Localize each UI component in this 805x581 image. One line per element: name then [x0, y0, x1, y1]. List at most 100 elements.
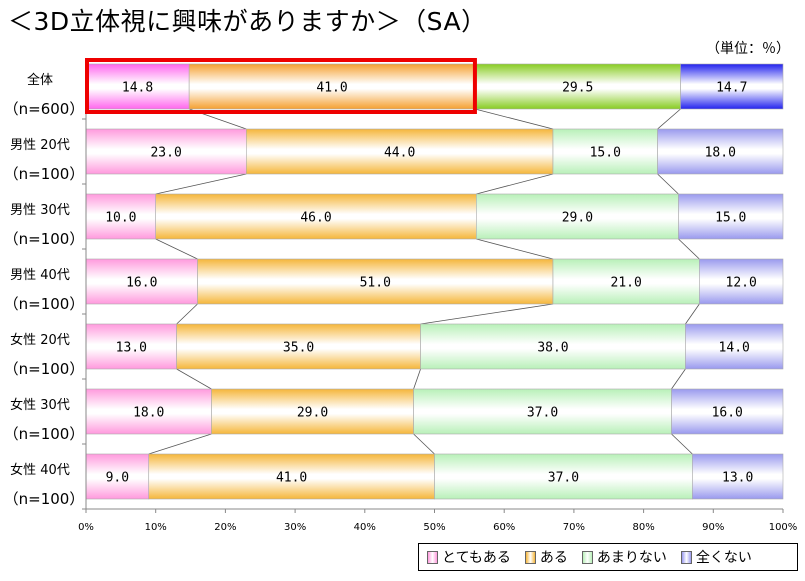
bar-segment-some — [246, 128, 554, 175]
connector-line — [678, 238, 700, 260]
connector-line — [420, 303, 554, 325]
highlight-box — [85, 58, 477, 114]
data-label: 13.0 — [116, 341, 147, 356]
data-label: 41.0 — [276, 471, 307, 486]
data-label: 15.0 — [715, 211, 746, 226]
category-n-label: （n=100） — [4, 490, 85, 508]
x-tick-label: 100% — [769, 522, 798, 533]
data-label: 9.0 — [106, 471, 129, 486]
category-label: 男性 20代 — [10, 138, 70, 153]
legend-swatch — [581, 550, 593, 564]
connector-line — [176, 368, 212, 390]
legend-label: あまりない — [596, 550, 667, 566]
bar-segment-some — [197, 258, 554, 305]
data-label: 21.0 — [611, 276, 642, 291]
bar-segment-some — [176, 323, 421, 370]
category-n-label: （n=100） — [4, 230, 85, 248]
data-label: 16.0 — [712, 406, 743, 421]
data-label: 37.0 — [548, 471, 579, 486]
legend-swatch — [680, 550, 692, 564]
data-label: 14.8 — [122, 81, 153, 96]
bar-segment-some — [155, 193, 477, 240]
unit-label: （単位：％） — [706, 41, 790, 57]
category-labels: 全体 （n=600） 男性 20代 （n=100） 男性 30代 （n=100） 男性 40… — [4, 72, 85, 508]
legend-swatch — [427, 550, 438, 564]
bar-segment-none — [699, 258, 784, 305]
category-label: 女性 40代 — [10, 462, 70, 478]
data-label: 29.0 — [297, 406, 328, 421]
x-tick-label: 0% — [78, 522, 94, 533]
category-label: 男性 40代 — [10, 268, 70, 283]
data-label: 13.0 — [722, 471, 753, 486]
category-n-label: （n=100） — [4, 295, 85, 313]
data-label: 51.0 — [360, 276, 391, 291]
legend-item-some: ある — [524, 547, 568, 567]
bar-segment-very — [85, 128, 247, 175]
bar-segment-very — [85, 323, 177, 370]
category-n-label: （n=100） — [4, 360, 85, 378]
legend-label: 全くない — [695, 550, 752, 566]
category-n-label: （n=600） — [4, 100, 85, 118]
series-connector-lines — [148, 108, 700, 455]
legend-item-none: 全くない — [680, 547, 752, 567]
category-n-label: （n=100） — [4, 425, 85, 443]
bar-segment-none — [692, 453, 784, 500]
connector-line — [413, 433, 435, 455]
data-label: 23.0 — [150, 146, 181, 161]
category-label: 全体 — [27, 72, 53, 88]
data-label: 38.0 — [537, 341, 568, 356]
connector-line — [476, 173, 554, 195]
connector-line — [671, 368, 686, 390]
legend-label: とてもある — [442, 550, 511, 566]
bar-segment-very — [85, 63, 190, 110]
x-tick-label: 70% — [563, 522, 585, 533]
bar-segment-little — [420, 323, 686, 370]
connector-line — [155, 238, 198, 260]
bar-segment-none — [685, 323, 784, 370]
data-label: 14.7 — [716, 81, 747, 96]
data-label: 16.0 — [126, 276, 157, 291]
bar-segment-little — [434, 453, 693, 500]
connector-line — [413, 368, 421, 390]
connector-line — [657, 108, 681, 130]
x-tick-label: 60% — [493, 522, 515, 533]
data-label: 18.0 — [133, 406, 164, 421]
data-label: 41.0 — [316, 81, 347, 96]
bar-segment-some — [211, 388, 414, 435]
x-tick-label: 30% — [284, 522, 306, 533]
category-n-label: （n=100） — [4, 165, 85, 183]
x-tick-label: 80% — [632, 522, 654, 533]
connector-line — [474, 108, 554, 130]
bar-segment-little — [413, 388, 672, 435]
x-tick-label: 50% — [423, 522, 445, 533]
x-tick-label: 90% — [702, 522, 724, 533]
category-label: 男性 30代 — [10, 203, 70, 218]
bar-segment-some — [148, 453, 435, 500]
connector-line — [657, 173, 679, 195]
x-tick-label: 10% — [145, 522, 167, 533]
legend-swatch — [524, 550, 536, 564]
connector-line — [176, 303, 198, 325]
bar-segment-little — [552, 258, 700, 305]
legend-label: ある — [539, 550, 568, 566]
bar-segment-little — [552, 128, 658, 175]
legend-item-little: あまりない — [581, 547, 667, 567]
x-tick-label: 40% — [354, 522, 376, 533]
data-label: 29.0 — [562, 211, 593, 226]
bar-segments — [85, 63, 784, 500]
bar-segment-very — [85, 193, 156, 240]
chart-title: ＜3D立体視に興味がありますか＞（SA） — [8, 7, 487, 36]
data-label: 35.0 — [283, 341, 314, 356]
data-labels: 14.8 41.0 29.5 14.7 23.0 44.0 15.0 18.0 10.0 46.0… — [105, 81, 757, 486]
bar-segment-very — [85, 453, 150, 500]
data-label: 14.0 — [719, 341, 750, 356]
category-label: 女性 30代 — [10, 397, 70, 413]
connector-line — [671, 433, 693, 455]
bar-segment-none — [657, 128, 784, 175]
bar-segment-little — [474, 63, 681, 110]
bar-segment-none — [680, 63, 784, 110]
connector-line — [155, 173, 247, 195]
connector-line — [476, 238, 554, 260]
bar-segment-none — [671, 388, 784, 435]
data-label: 15.0 — [590, 146, 621, 161]
